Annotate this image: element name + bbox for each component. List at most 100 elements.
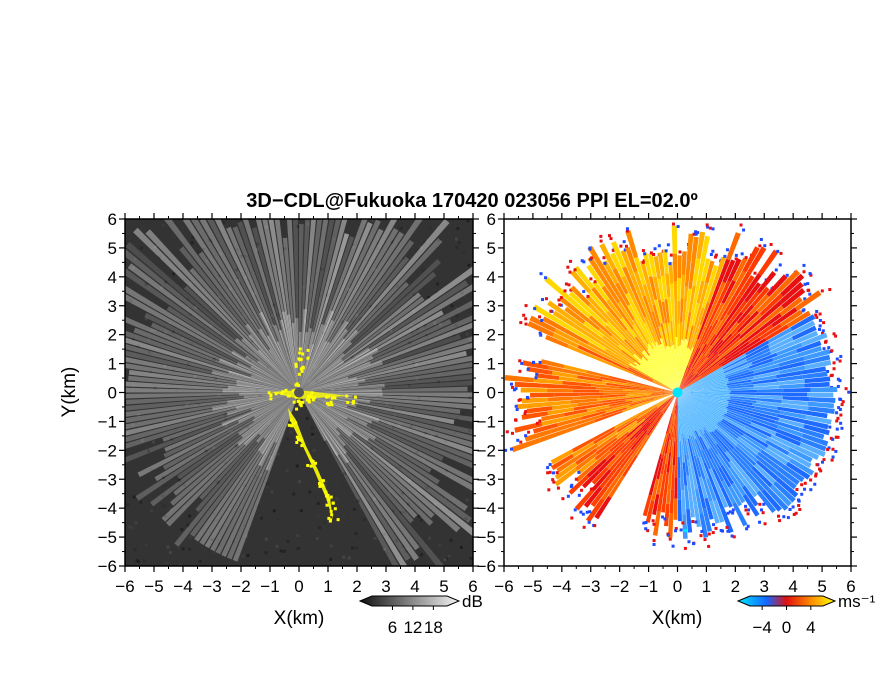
velocity-speckle — [666, 533, 670, 537]
velocity-ray-cell — [606, 299, 623, 320]
velocity-ray-cell — [651, 387, 678, 393]
velocity-ray-cell — [671, 392, 678, 414]
velocity-ray-cell — [759, 293, 784, 316]
velocity-ray-cell — [665, 370, 678, 393]
velocity-ray-cell — [663, 373, 678, 393]
velocity-ray-cell — [804, 381, 830, 388]
velocity-ray-cell — [658, 378, 678, 393]
velocity-ray-cell — [680, 414, 686, 438]
speckle — [186, 297, 190, 301]
velocity-ray-cell — [717, 331, 739, 353]
velocity-speckle — [839, 413, 843, 417]
velocity-ray-cell — [683, 437, 690, 460]
velocity-ray-cell — [748, 294, 770, 316]
velocity-ray-cell — [673, 281, 678, 310]
speckle — [412, 309, 416, 313]
clutter-pixel — [329, 400, 333, 404]
velocity-ray-cell — [556, 319, 583, 337]
speckle — [400, 503, 404, 507]
speckle — [175, 388, 179, 392]
speckle — [236, 279, 240, 283]
speckle — [357, 399, 361, 403]
speckle — [445, 557, 449, 561]
reflectivity-core-ray — [299, 388, 382, 393]
velocity-ray-cell — [742, 337, 767, 354]
velocity-ray-cell — [779, 309, 803, 327]
speckle — [245, 534, 249, 538]
velocity-ray-cell — [726, 410, 753, 422]
velocity-ray-cell — [653, 392, 678, 400]
velocity-speckle — [786, 516, 790, 520]
velocity-ray-cell — [605, 321, 626, 341]
velocity-ray-cell — [695, 325, 707, 349]
speckle — [341, 484, 345, 488]
reflectivity-core-ray — [221, 392, 299, 427]
velocity-ray-cell — [714, 429, 735, 450]
speckle — [218, 543, 222, 547]
velocity-ray-cell — [743, 425, 768, 440]
reflectivity-ray — [237, 221, 299, 393]
speckle — [223, 412, 227, 416]
speckle — [149, 370, 153, 374]
velocity-speckle — [586, 294, 590, 298]
velocity-ray-cell — [595, 437, 618, 456]
velocity-speckle — [826, 370, 830, 374]
velocity-ray-cell — [677, 392, 681, 414]
velocity-ray-cell — [677, 392, 694, 413]
velocity-ray-cell — [608, 449, 628, 472]
velocity-ray-cell — [660, 343, 670, 369]
velocity-ray-cell — [699, 436, 713, 460]
speckle — [455, 416, 459, 420]
velocity-speckle — [762, 502, 766, 506]
velocity-ray-cell — [727, 405, 754, 414]
velocity-speckle — [585, 510, 589, 514]
speckle — [187, 405, 191, 409]
velocity-speckle — [806, 282, 810, 286]
reflectivity-rays — [125, 219, 473, 566]
velocity-ray-cell — [594, 496, 612, 520]
speckle — [160, 285, 164, 289]
velocity-ray-cell — [568, 474, 590, 495]
velocity-ray-cell — [703, 392, 730, 395]
velocity-ray-cell — [794, 290, 822, 311]
velocity-ray-cell — [781, 403, 809, 411]
velocity-ray-cell — [547, 300, 572, 320]
velocity-speckle — [524, 322, 528, 326]
reflectivity-core-ray — [250, 365, 299, 393]
velocity-speckle — [847, 390, 851, 394]
speckle — [403, 510, 407, 514]
velocity-ray-cell — [592, 426, 616, 441]
speckle — [346, 324, 350, 328]
velocity-speckle — [646, 529, 650, 533]
velocity-ray-cell — [728, 387, 754, 391]
velocity-ray-cell — [699, 301, 710, 326]
velocity-ray-cell — [677, 392, 698, 411]
velocity-ray-cell — [622, 454, 638, 478]
speckle — [358, 317, 362, 321]
reflectivity-ray — [125, 392, 299, 424]
speckle — [150, 328, 154, 332]
speckle — [435, 282, 439, 286]
velocity-ray-cell — [602, 335, 623, 352]
velocity-speckle — [707, 544, 711, 548]
velocity-ray-cell — [791, 325, 817, 341]
velocity-ray-cell — [665, 440, 671, 465]
velocity-ray-cell — [684, 347, 694, 371]
speckle — [244, 275, 248, 279]
velocity-ray-cell — [703, 395, 730, 400]
velocity-speckle — [582, 260, 586, 264]
velocity-ray-cell — [702, 401, 728, 413]
speckle — [176, 270, 180, 274]
velocity-ray-cell — [550, 422, 577, 434]
reflectivity-ray — [299, 392, 461, 414]
speckle — [270, 314, 274, 318]
clutter-pixel — [336, 518, 340, 522]
reflectivity-ray — [299, 392, 473, 410]
velocity-ray-cell — [629, 398, 654, 407]
velocity-ray-cell — [775, 476, 799, 498]
speckle — [171, 330, 175, 334]
velocity-speckle — [745, 527, 749, 531]
velocity-ray-cell — [638, 317, 653, 344]
velocity-ray-cell — [677, 392, 682, 415]
velocity-speckle — [830, 373, 834, 377]
